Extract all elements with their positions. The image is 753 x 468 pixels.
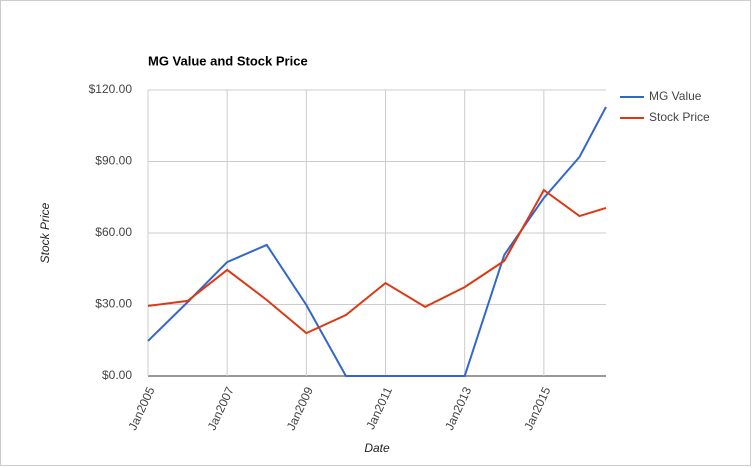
x-axis-title: Date — [364, 441, 390, 455]
legend-label: Stock Price — [649, 110, 710, 124]
chart-title: MG Value and Stock Price — [148, 53, 308, 68]
legend-label: MG Value — [649, 89, 702, 103]
y-tick-label: $30.00 — [95, 297, 132, 311]
series-line — [147, 106, 607, 377]
y-tick-label: $60.00 — [95, 225, 132, 239]
y-tick-label: $90.00 — [95, 154, 132, 168]
y-tick-label: $0.00 — [102, 368, 132, 382]
y-tick-label: $120.00 — [89, 82, 133, 96]
y-axis-title: Stock Price — [38, 202, 52, 263]
series-line — [147, 188, 607, 335]
